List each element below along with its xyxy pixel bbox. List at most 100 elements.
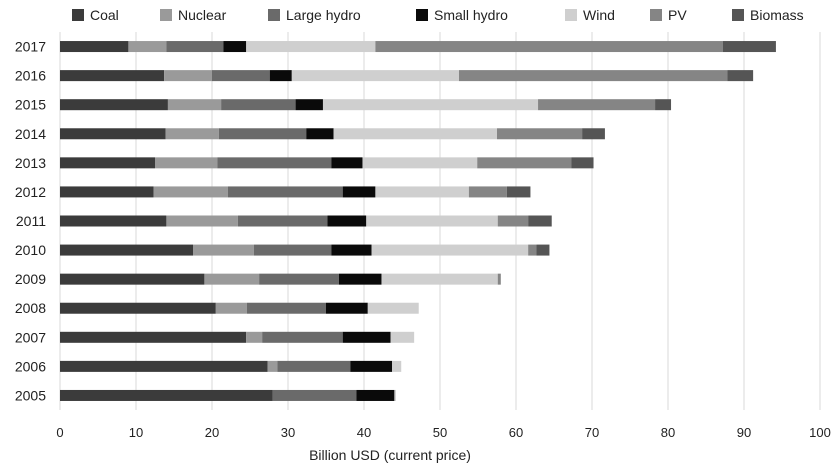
- legend-swatch: [72, 9, 84, 21]
- bar-segment-biomass-2017: [722, 41, 776, 53]
- legend-item-biomass: Biomass: [732, 7, 804, 23]
- legend-item-pv: PV: [650, 7, 687, 23]
- bar-segment-biomass-2016: [727, 70, 754, 82]
- bar-segment-coal-2017: [60, 41, 129, 53]
- legend-label: Large hydro: [286, 7, 361, 23]
- x-tick-label: 20: [205, 425, 219, 440]
- x-tick-label: 0: [56, 425, 63, 440]
- bar-segment-wind-2009: [381, 273, 498, 285]
- legend-swatch: [565, 9, 577, 21]
- legend-label: Biomass: [750, 7, 804, 23]
- bar-segment-nuclear-2013: [155, 157, 218, 169]
- chart-legend: Coal Nuclear Large hydro Small hydro Wind PV B…: [72, 7, 804, 23]
- legend-item-nuclear: Nuclear: [160, 7, 227, 23]
- bar-segment-nuclear-2017: [128, 41, 167, 53]
- y-tick-label: 2007: [15, 329, 46, 345]
- legend-label: Wind: [583, 7, 615, 23]
- bar-segment-wind-2015: [322, 99, 539, 111]
- x-tick-label: 50: [433, 425, 447, 440]
- y-tick-label: 2017: [15, 39, 46, 55]
- bar-segment-pv-2009: [497, 273, 501, 285]
- bar-segment-small-hydro-2006: [350, 360, 393, 372]
- bar-segment-biomass-2013: [571, 157, 594, 169]
- y-tick-label: 2016: [15, 68, 46, 84]
- bar-segment-nuclear-2016: [164, 70, 212, 82]
- bar-segment-large-hydro-2011: [237, 215, 328, 227]
- bar-segment-large-hydro-2015: [221, 99, 296, 111]
- bar-segment-biomass-2012: [506, 186, 531, 198]
- bar-segment-wind-2005: [394, 389, 396, 401]
- legend-swatch: [268, 9, 280, 21]
- bar-segment-coal-2006: [60, 360, 268, 372]
- bar-segment-coal-2007: [60, 331, 247, 343]
- bar-segment-large-hydro-2006: [277, 360, 351, 372]
- bar-segment-wind-2014: [333, 128, 497, 140]
- bar-segment-coal-2009: [60, 273, 205, 285]
- x-tick-label: 70: [585, 425, 599, 440]
- bar-segment-wind-2008: [367, 302, 419, 314]
- bar-segment-coal-2010: [60, 244, 193, 256]
- legend-label: Coal: [90, 7, 119, 23]
- x-axis-title: Billion USD (current price): [309, 447, 471, 463]
- bar-segment-coal-2012: [60, 186, 154, 198]
- bar-segment-coal-2013: [60, 157, 155, 169]
- bar-segment-pv-2012: [468, 186, 507, 198]
- y-tick-label: 2005: [15, 387, 46, 403]
- x-tick-label: 10: [129, 425, 143, 440]
- y-tick-label: 2010: [15, 242, 46, 258]
- bar-segment-nuclear-2014: [165, 128, 219, 140]
- bar-segment-coal-2011: [60, 215, 167, 227]
- bar-segment-small-hydro-2014: [306, 128, 334, 140]
- bar-segment-large-hydro-2005: [272, 389, 357, 401]
- bar-segment-coal-2016: [60, 70, 165, 82]
- x-tick-label: 100: [809, 425, 831, 440]
- y-tick-label: 2009: [15, 271, 46, 287]
- bar-segment-nuclear-2006: [267, 360, 278, 372]
- bar-segment-wind-2017: [246, 41, 376, 53]
- bar-segment-large-hydro-2014: [218, 128, 307, 140]
- x-tick-label: 30: [281, 425, 295, 440]
- bar-segment-large-hydro-2013: [217, 157, 332, 169]
- bar-segment-pv-2013: [477, 157, 572, 169]
- bar-segment-biomass-2011: [528, 215, 552, 227]
- legend-item-small-hydro: Small hydro: [416, 7, 508, 23]
- bar-segment-small-hydro-2010: [331, 244, 372, 256]
- bar-segment-large-hydro-2008: [246, 302, 326, 314]
- bar-segment-wind-2007: [390, 331, 415, 343]
- bar-segment-wind-2010: [371, 244, 529, 256]
- y-tick-label: 2006: [15, 358, 46, 374]
- bar-segment-large-hydro-2016: [212, 70, 270, 82]
- bar-segment-coal-2005: [60, 389, 273, 401]
- bar-segment-large-hydro-2010: [253, 244, 332, 256]
- bar-segment-pv-2016: [459, 70, 728, 82]
- bar-segment-small-hydro-2009: [338, 273, 382, 285]
- bar-segment-small-hydro-2005: [356, 389, 395, 401]
- bar-segment-nuclear-2010: [193, 244, 254, 256]
- bar-segment-biomass-2010: [536, 244, 550, 256]
- bar-segment-biomass-2015: [655, 99, 672, 111]
- bar-segment-small-hydro-2017: [223, 41, 247, 53]
- legend-item-wind: Wind: [565, 7, 615, 23]
- legend-swatch: [416, 9, 428, 21]
- y-tick-label: 2013: [15, 155, 46, 171]
- bar-segment-wind-2012: [375, 186, 469, 198]
- x-tick-label: 80: [661, 425, 675, 440]
- bar-segment-coal-2008: [60, 302, 216, 314]
- bar-segment-pv-2011: [497, 215, 529, 227]
- chart-bars: [60, 41, 776, 401]
- bar-segment-small-hydro-2015: [295, 99, 323, 111]
- bar-segment-pv-2014: [497, 128, 583, 140]
- y-axis-tick-labels: 2017 2016 2015 2014 2013 2012 2011 2010 2009 2008…: [15, 39, 46, 404]
- bar-segment-small-hydro-2008: [326, 302, 368, 314]
- x-tick-label: 40: [357, 425, 371, 440]
- bar-segment-nuclear-2007: [246, 331, 263, 343]
- bar-segment-small-hydro-2013: [331, 157, 363, 169]
- bar-segment-nuclear-2008: [215, 302, 247, 314]
- legend-swatch: [650, 9, 662, 21]
- bar-segment-small-hydro-2016: [269, 70, 292, 82]
- y-tick-label: 2012: [15, 184, 46, 200]
- legend-swatch: [732, 9, 744, 21]
- x-tick-label: 60: [509, 425, 523, 440]
- legend-label: PV: [668, 7, 687, 23]
